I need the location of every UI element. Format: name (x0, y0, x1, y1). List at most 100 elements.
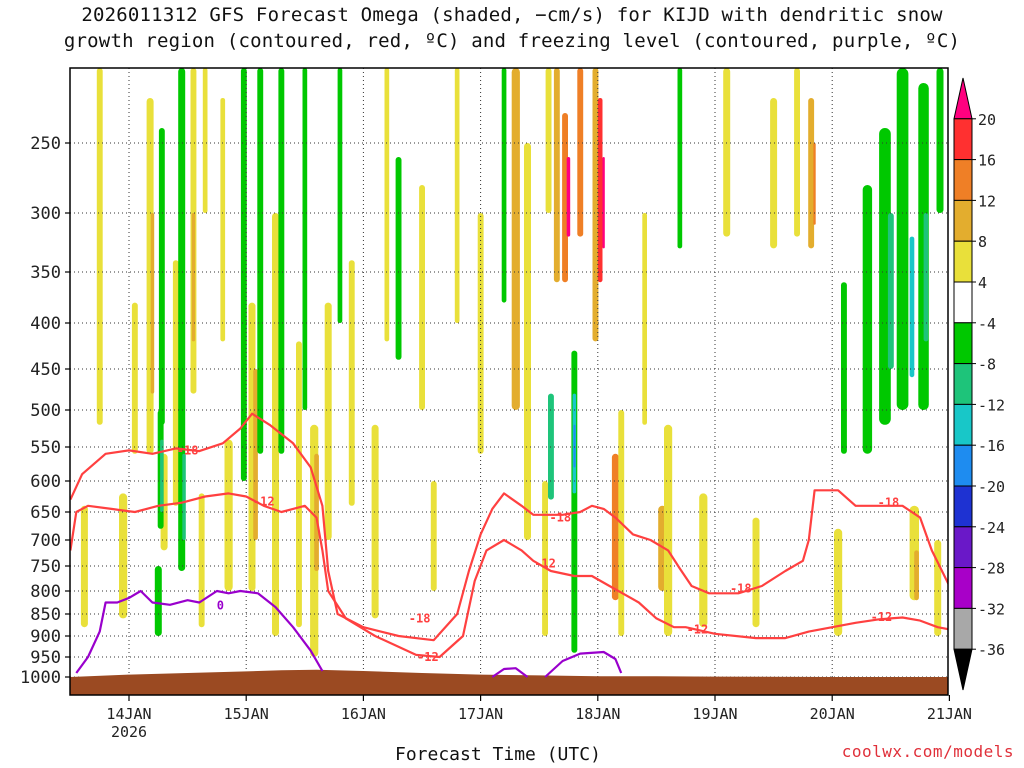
x-tick-label: 17JAN (458, 705, 503, 723)
colorbar-label: 4 (978, 274, 987, 292)
omega-cell (597, 98, 603, 283)
omega-cell (224, 439, 233, 591)
colorbar-label: -20 (978, 478, 1005, 496)
colorbar-box (953, 322, 973, 365)
colorbar-label: -24 (978, 519, 1005, 537)
colorbar-label: -32 (978, 600, 1005, 618)
omega-cell (813, 143, 816, 225)
terrain-fill (70, 669, 948, 695)
colorbar-box (953, 199, 973, 242)
y-tick-label: 300 (30, 204, 61, 224)
omega-cell (119, 493, 128, 619)
omega-cell (723, 68, 731, 237)
omega-cell (454, 68, 460, 323)
contour-dgz-upper (70, 412, 948, 642)
omega-cell (296, 341, 302, 628)
omega-cell (862, 185, 873, 454)
omega-cell (602, 157, 605, 249)
omega-cell (841, 282, 847, 454)
colorbar-box (953, 567, 973, 609)
colorbar-box (953, 281, 973, 324)
colorbar-box (953, 607, 973, 650)
omega-cell (384, 68, 390, 342)
x-tick-label: 19JAN (692, 705, 737, 723)
contour-label: -18 (730, 582, 752, 596)
omega-cell (257, 68, 264, 454)
omega-cell (677, 68, 683, 249)
omega-cell (131, 302, 138, 454)
colorbar-label: -8 (978, 356, 996, 374)
omega-cell (577, 68, 584, 237)
y-tick-label: 250 (30, 134, 61, 154)
y-tick-label: 500 (30, 401, 61, 421)
contour-label: -12 (687, 622, 709, 636)
omega-cell (524, 143, 531, 540)
colorbar-label: -36 (978, 641, 1005, 659)
omega-cell (611, 453, 619, 601)
contours (70, 412, 948, 678)
x-axis-title: Forecast Time (UTC) (395, 744, 601, 765)
contour-label: -18 (409, 611, 431, 625)
colorbar-box (953, 526, 973, 569)
omega-cell (172, 260, 179, 506)
omega-cell (302, 68, 308, 410)
omega-cell (752, 517, 760, 628)
y-tick-label: 650 (30, 503, 61, 523)
contour-frz-mid (491, 667, 529, 678)
x-tick-label: 21JAN (927, 705, 972, 723)
y-tick-label: 550 (30, 438, 61, 458)
omega-cell (573, 424, 576, 468)
y-axis: 2503003504004505005506006507007508008509… (20, 134, 70, 688)
contour-dgz-lower (70, 492, 948, 659)
omega-cell (664, 424, 673, 636)
colorbar-label: 16 (978, 152, 996, 170)
omega-cell (182, 453, 186, 540)
omega-cell (477, 213, 484, 454)
colorbar: 20 16 12 8 4 -4 -8 -12 -16 -20 -24 -28 -32 -36 (953, 77, 1005, 691)
colorbar-box (953, 485, 973, 528)
colorbar-label: -4 (978, 315, 996, 333)
omega-cell (896, 68, 909, 410)
omega-cell (253, 369, 258, 540)
omega-cell (198, 493, 205, 628)
y-tick-label: 350 (30, 263, 61, 283)
omega-cell (553, 68, 560, 283)
colorbar-label: -12 (978, 396, 1005, 414)
contour-label: -18 (177, 443, 199, 457)
omega-cell (545, 68, 552, 213)
omega-cell (80, 505, 88, 628)
omega-cell (202, 68, 208, 213)
plot-frame (69, 67, 949, 696)
contour-label: -18 (549, 511, 571, 525)
omega-cell (770, 98, 778, 249)
colorbar-label: -28 (978, 560, 1005, 578)
x-tick-label: 14JAN (106, 705, 151, 723)
contour-label: 0 (217, 599, 224, 613)
omega-cell (96, 68, 103, 425)
omega-cell (562, 113, 568, 283)
contour-label: -12 (871, 610, 893, 624)
omega-cell (642, 213, 647, 425)
omega-cell (511, 68, 520, 410)
chart-title-line-2: growth region (contoured, red, ºC) and f… (63, 30, 961, 52)
gridlines (70, 68, 948, 695)
y-tick-label: 800 (30, 582, 61, 602)
omega-cell (395, 157, 402, 360)
colorbar-box (953, 159, 973, 201)
omega-cell (887, 213, 894, 369)
y-tick-label: 750 (30, 557, 61, 577)
omega-cell (371, 424, 379, 619)
omega-cell (158, 128, 165, 425)
y-tick-label: 400 (30, 314, 61, 334)
contour-label: -12 (417, 650, 439, 664)
y-tick-label: 850 (30, 605, 61, 625)
contour-frz-right (544, 650, 623, 678)
y-tick-label: 1000 (20, 668, 61, 688)
omega-cell (324, 302, 332, 540)
omega-cell (348, 260, 355, 506)
omega-cell (178, 68, 186, 571)
colorbar-label: 12 (978, 192, 996, 210)
omega-cell (430, 481, 437, 591)
